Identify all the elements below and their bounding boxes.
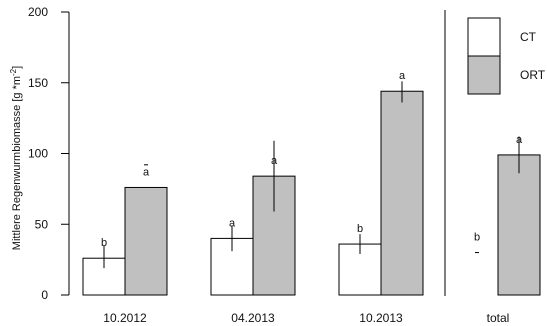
y-tick-label: 200 bbox=[28, 5, 48, 19]
category-label: total bbox=[487, 311, 510, 325]
significance-letter: b bbox=[101, 237, 107, 249]
y-axis-title: Mittlere Regenwurmbiomasse [g *m-2] bbox=[9, 66, 23, 250]
significance-letter: a bbox=[229, 217, 236, 229]
legend-swatch-ort bbox=[467, 55, 501, 95]
category-label: 10.2012 bbox=[103, 311, 147, 325]
y-axis-title-main: Mittlere Regenwurmbiomasse [g *m bbox=[11, 76, 23, 250]
bar-ort bbox=[124, 186, 168, 296]
y-tick-label: 100 bbox=[28, 147, 48, 161]
y-tick-label: 150 bbox=[28, 76, 48, 90]
significance-letter: b bbox=[357, 223, 363, 235]
bars bbox=[82, 90, 541, 296]
y-tick-label: 50 bbox=[35, 217, 49, 231]
significance-letter: a bbox=[143, 166, 150, 178]
category-labels: 10.2012 04.2013 10.2013 total bbox=[103, 311, 509, 325]
error-bars bbox=[103, 81, 520, 269]
significance-letter: a bbox=[399, 70, 406, 82]
y-axis: 0 50 100 150 200 bbox=[28, 5, 70, 302]
significance-letter: b bbox=[474, 232, 480, 244]
category-label: 04.2013 bbox=[231, 311, 275, 325]
legend-swatch-ct bbox=[467, 17, 501, 57]
y-axis-title-end: ] bbox=[11, 66, 23, 69]
legend: CT ORT bbox=[467, 17, 546, 95]
significance-letters: b a a a b a b a bbox=[101, 70, 523, 249]
y-tick-label: 0 bbox=[41, 288, 48, 302]
y-axis-title-superscript: -2 bbox=[9, 68, 18, 76]
significance-letter: a bbox=[271, 155, 278, 167]
category-label: 10.2013 bbox=[359, 311, 403, 325]
legend-label-ort: ORT bbox=[520, 68, 546, 82]
bar-ort bbox=[497, 154, 541, 296]
significance-letter: a bbox=[516, 134, 523, 146]
bar-ort bbox=[380, 90, 424, 296]
legend-label-ct: CT bbox=[520, 30, 537, 44]
